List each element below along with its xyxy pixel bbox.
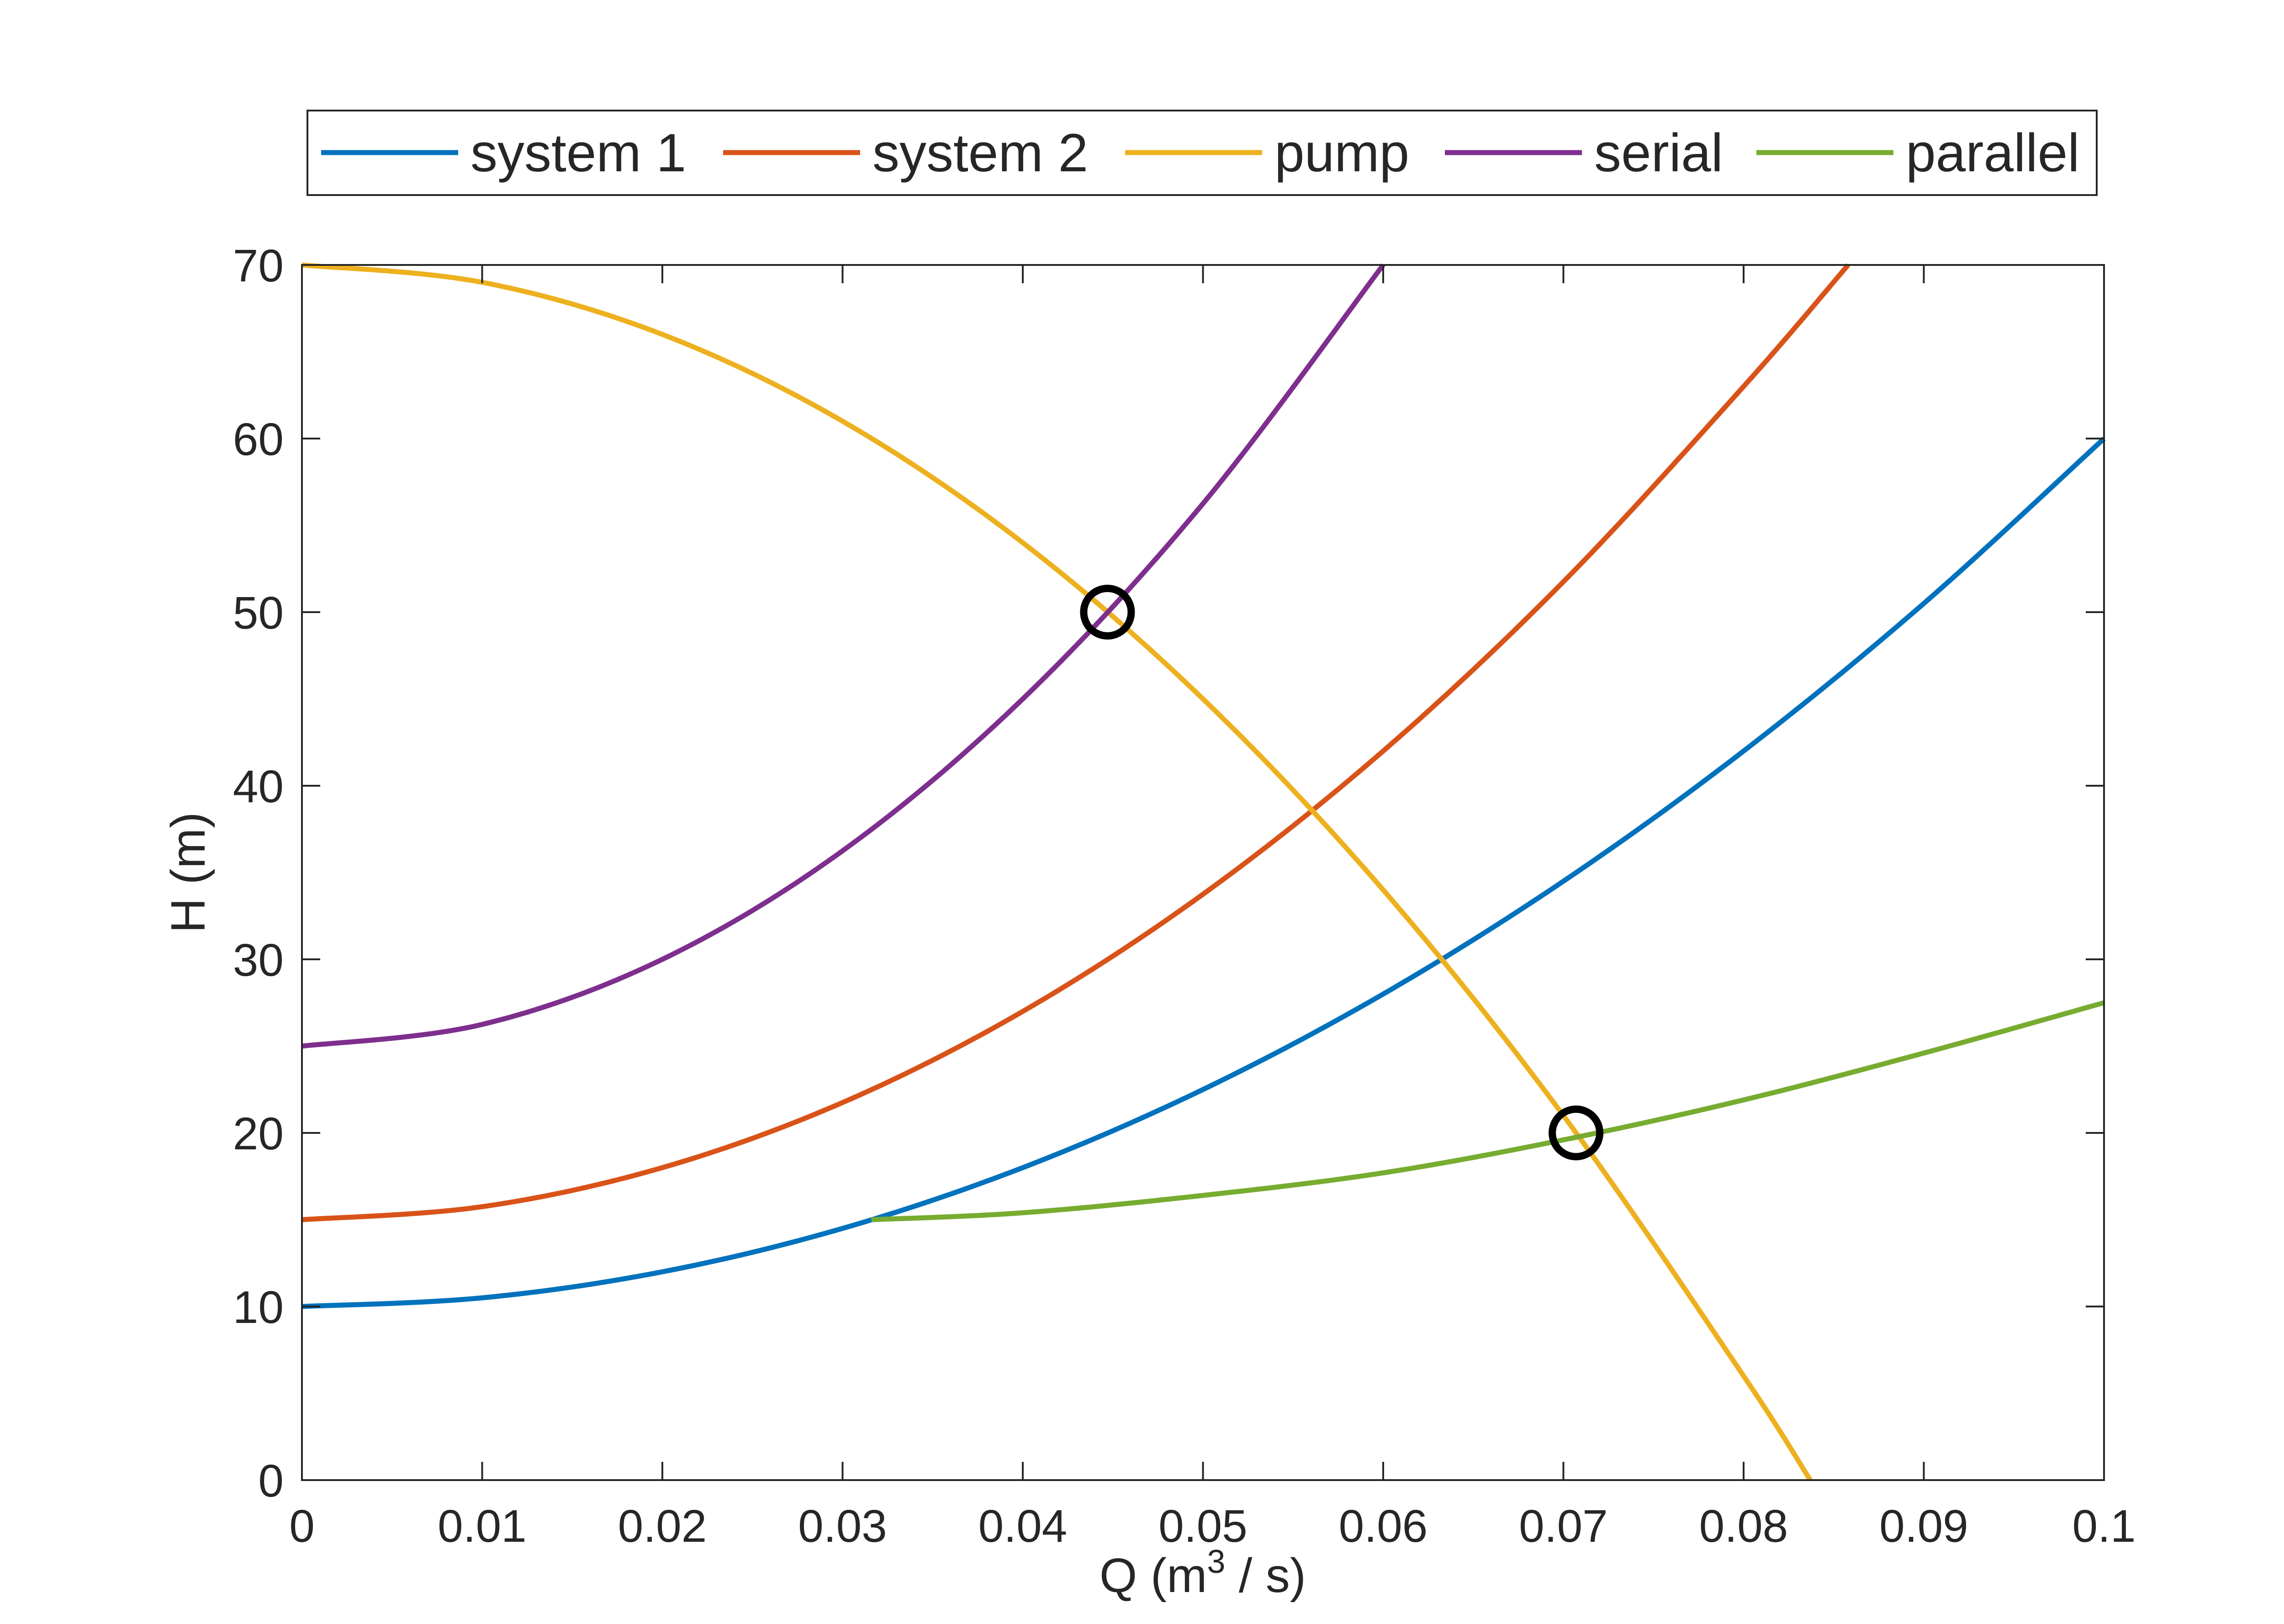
x-tick-label: 0.02 (618, 1501, 707, 1552)
x-tick-label: 0.04 (978, 1501, 1068, 1552)
y-tick-label: 0 (258, 1455, 284, 1507)
plot-area (302, 265, 2104, 1480)
legend: system 1 system 2 pump serial parallel (307, 110, 2098, 196)
x-tick-label: 0.05 (1158, 1501, 1248, 1552)
legend-label-system-2: system 2 (872, 123, 1088, 183)
series-line-serial (301, 263, 1385, 1049)
y-tick-label: 50 (233, 587, 284, 639)
x-axis-ticks: 0 0.01 0.02 0.03 0.04 0.05 0.06 0.07 0.08 0.09 0.1 (289, 265, 2136, 1552)
x-tick-label: 0 (289, 1501, 315, 1552)
y-axis-label: H (m) (161, 812, 215, 933)
x-tick-label: 0.07 (1519, 1501, 1608, 1552)
x-tick-label: 0.08 (1699, 1501, 1788, 1552)
x-tick-label: 0.06 (1339, 1501, 1428, 1552)
x-tick-label: 0.03 (798, 1501, 887, 1552)
y-tick-label: 60 (233, 414, 284, 465)
operating-point-marker (1080, 585, 1135, 640)
legend-entry-system-2: system 2 (723, 123, 1088, 183)
legend-label-pump: pump (1274, 123, 1409, 183)
x-tick-label: 0.09 (1879, 1501, 1968, 1552)
legend-entry-pump: pump (1125, 123, 1409, 183)
x-tick-label: 0.1 (2072, 1501, 2136, 1552)
legend-entry-system-1: system 1 (321, 123, 686, 183)
series-layer (301, 262, 2106, 1481)
legend-entry-parallel: parallel (1756, 123, 2079, 183)
series-line-system-2 (301, 263, 1850, 1222)
y-axis-ticks: 0 10 20 30 40 50 60 70 (233, 240, 2104, 1507)
y-tick-label: 20 (233, 1108, 284, 1159)
legend-label-parallel: parallel (1906, 123, 2079, 183)
legend-entry-serial: serial (1445, 123, 1723, 183)
x-axis-label-superscript: 3 (1207, 1544, 1225, 1580)
marker-layer (1080, 585, 1604, 1160)
y-tick-label: 10 (233, 1282, 284, 1333)
legend-label-serial: serial (1594, 123, 1723, 183)
x-axis-label: Q (m3 / s) (1100, 1544, 1306, 1603)
y-tick-label: 40 (233, 761, 284, 812)
x-axis-label-tail: / s) (1225, 1549, 1306, 1603)
series-line-system-1 (301, 436, 2106, 1309)
x-axis-label-main: Q (m (1100, 1549, 1207, 1603)
x-tick-label: 0.01 (438, 1501, 527, 1552)
y-tick-label: 70 (233, 240, 284, 291)
y-tick-label: 30 (233, 935, 284, 986)
operating-point-marker (1549, 1106, 1604, 1160)
series-line-pump (301, 262, 1813, 1481)
legend-label-system-1: system 1 (471, 123, 686, 183)
series-line-parallel (871, 1000, 2105, 1222)
